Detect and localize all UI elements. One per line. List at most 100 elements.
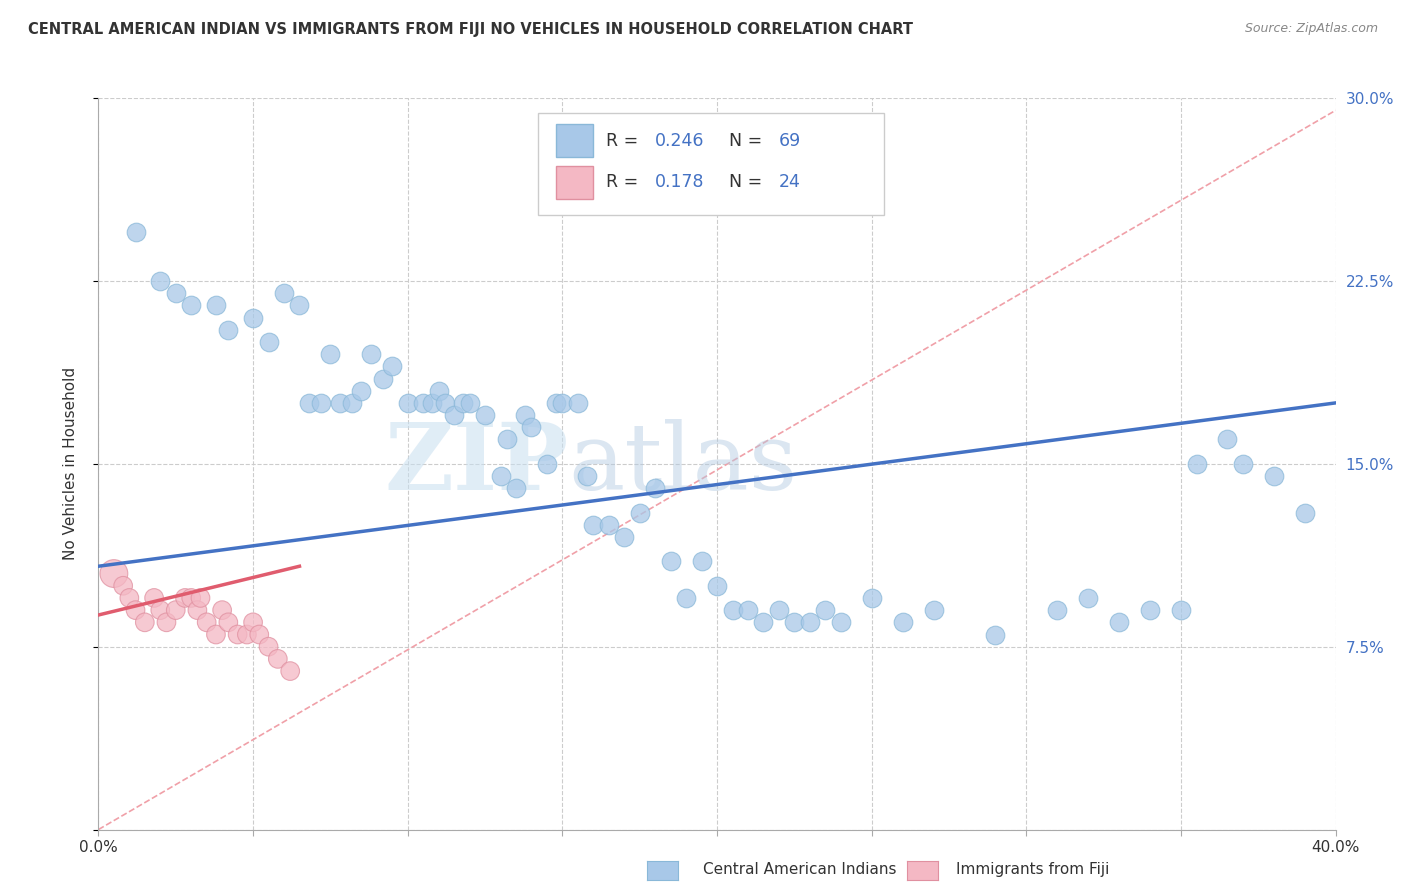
Point [112,579,135,593]
Point [520,420,543,434]
Point [458,396,481,410]
Point [267,652,290,666]
Point [360,347,382,361]
Point [257,334,280,349]
Point [288,298,311,312]
Point [134,615,156,630]
Point [1046,603,1069,617]
Point [247,627,270,641]
Point [217,615,239,630]
Point [422,396,444,410]
Point [567,396,589,410]
Text: ZIP: ZIP [384,419,568,508]
Point [551,396,574,410]
Point [124,603,146,617]
Point [165,603,187,617]
Point [174,591,197,605]
Text: 24: 24 [779,173,801,191]
Y-axis label: No Vehicles in Household: No Vehicles in Household [63,368,77,560]
Point [143,591,166,605]
Text: 69: 69 [779,131,801,150]
Text: R =: R = [606,131,644,150]
Point [371,371,394,385]
Point [124,225,146,239]
Point [1139,603,1161,617]
Point [205,298,228,312]
Point [340,396,363,410]
FancyBboxPatch shape [557,124,593,157]
Point [1294,506,1316,520]
Point [118,591,141,605]
Point [149,274,172,288]
Point [737,603,759,617]
Point [205,627,228,641]
Point [443,408,465,422]
Point [891,615,914,630]
Point [329,396,352,410]
Point [830,615,852,630]
Point [190,591,212,605]
Point [922,603,945,617]
Text: 0.178: 0.178 [655,173,704,191]
Point [515,408,537,422]
Point [768,603,790,617]
Point [195,615,218,630]
Point [278,664,301,678]
Point [433,396,456,410]
Point [298,396,321,410]
Point [165,286,187,301]
Point [217,323,239,337]
Point [226,627,249,641]
Point [242,310,264,325]
Point [546,396,568,410]
Point [1185,457,1208,471]
Point [659,554,682,568]
Point [381,359,404,374]
Point [103,566,125,581]
Point [236,627,259,641]
FancyBboxPatch shape [537,112,884,215]
Point [180,591,202,605]
Point [598,517,620,532]
Point [582,517,605,532]
Point [474,408,496,422]
Point [984,627,1007,641]
Point [257,640,280,654]
Point [1108,615,1130,630]
Point [536,457,558,471]
Text: 0.246: 0.246 [655,131,704,150]
Point [155,615,177,630]
Text: Immigrants from Fiji: Immigrants from Fiji [956,863,1109,877]
Point [1170,603,1192,617]
Point [453,396,475,410]
Point [1216,433,1239,447]
Text: CENTRAL AMERICAN INDIAN VS IMMIGRANTS FROM FIJI NO VEHICLES IN HOUSEHOLD CORRELA: CENTRAL AMERICAN INDIAN VS IMMIGRANTS FR… [28,22,912,37]
Point [186,603,208,617]
Point [350,384,373,398]
Point [505,481,527,495]
Point [706,579,728,593]
Text: R =: R = [606,173,644,191]
Text: atlas: atlas [568,419,797,508]
Point [1232,457,1254,471]
Point [412,396,434,410]
FancyBboxPatch shape [557,166,593,199]
Point [613,530,636,544]
Point [149,603,172,617]
Point [180,298,202,312]
Point [1263,469,1285,483]
Point [799,615,821,630]
Point [814,603,837,617]
Point [489,469,512,483]
Point [319,347,342,361]
Point [752,615,775,630]
Text: N =: N = [730,173,768,191]
Point [495,433,517,447]
Text: N =: N = [730,131,768,150]
Point [576,469,599,483]
Point [860,591,883,605]
Point [690,554,713,568]
Point [628,506,651,520]
Text: Central American Indians: Central American Indians [703,863,897,877]
Point [273,286,295,301]
